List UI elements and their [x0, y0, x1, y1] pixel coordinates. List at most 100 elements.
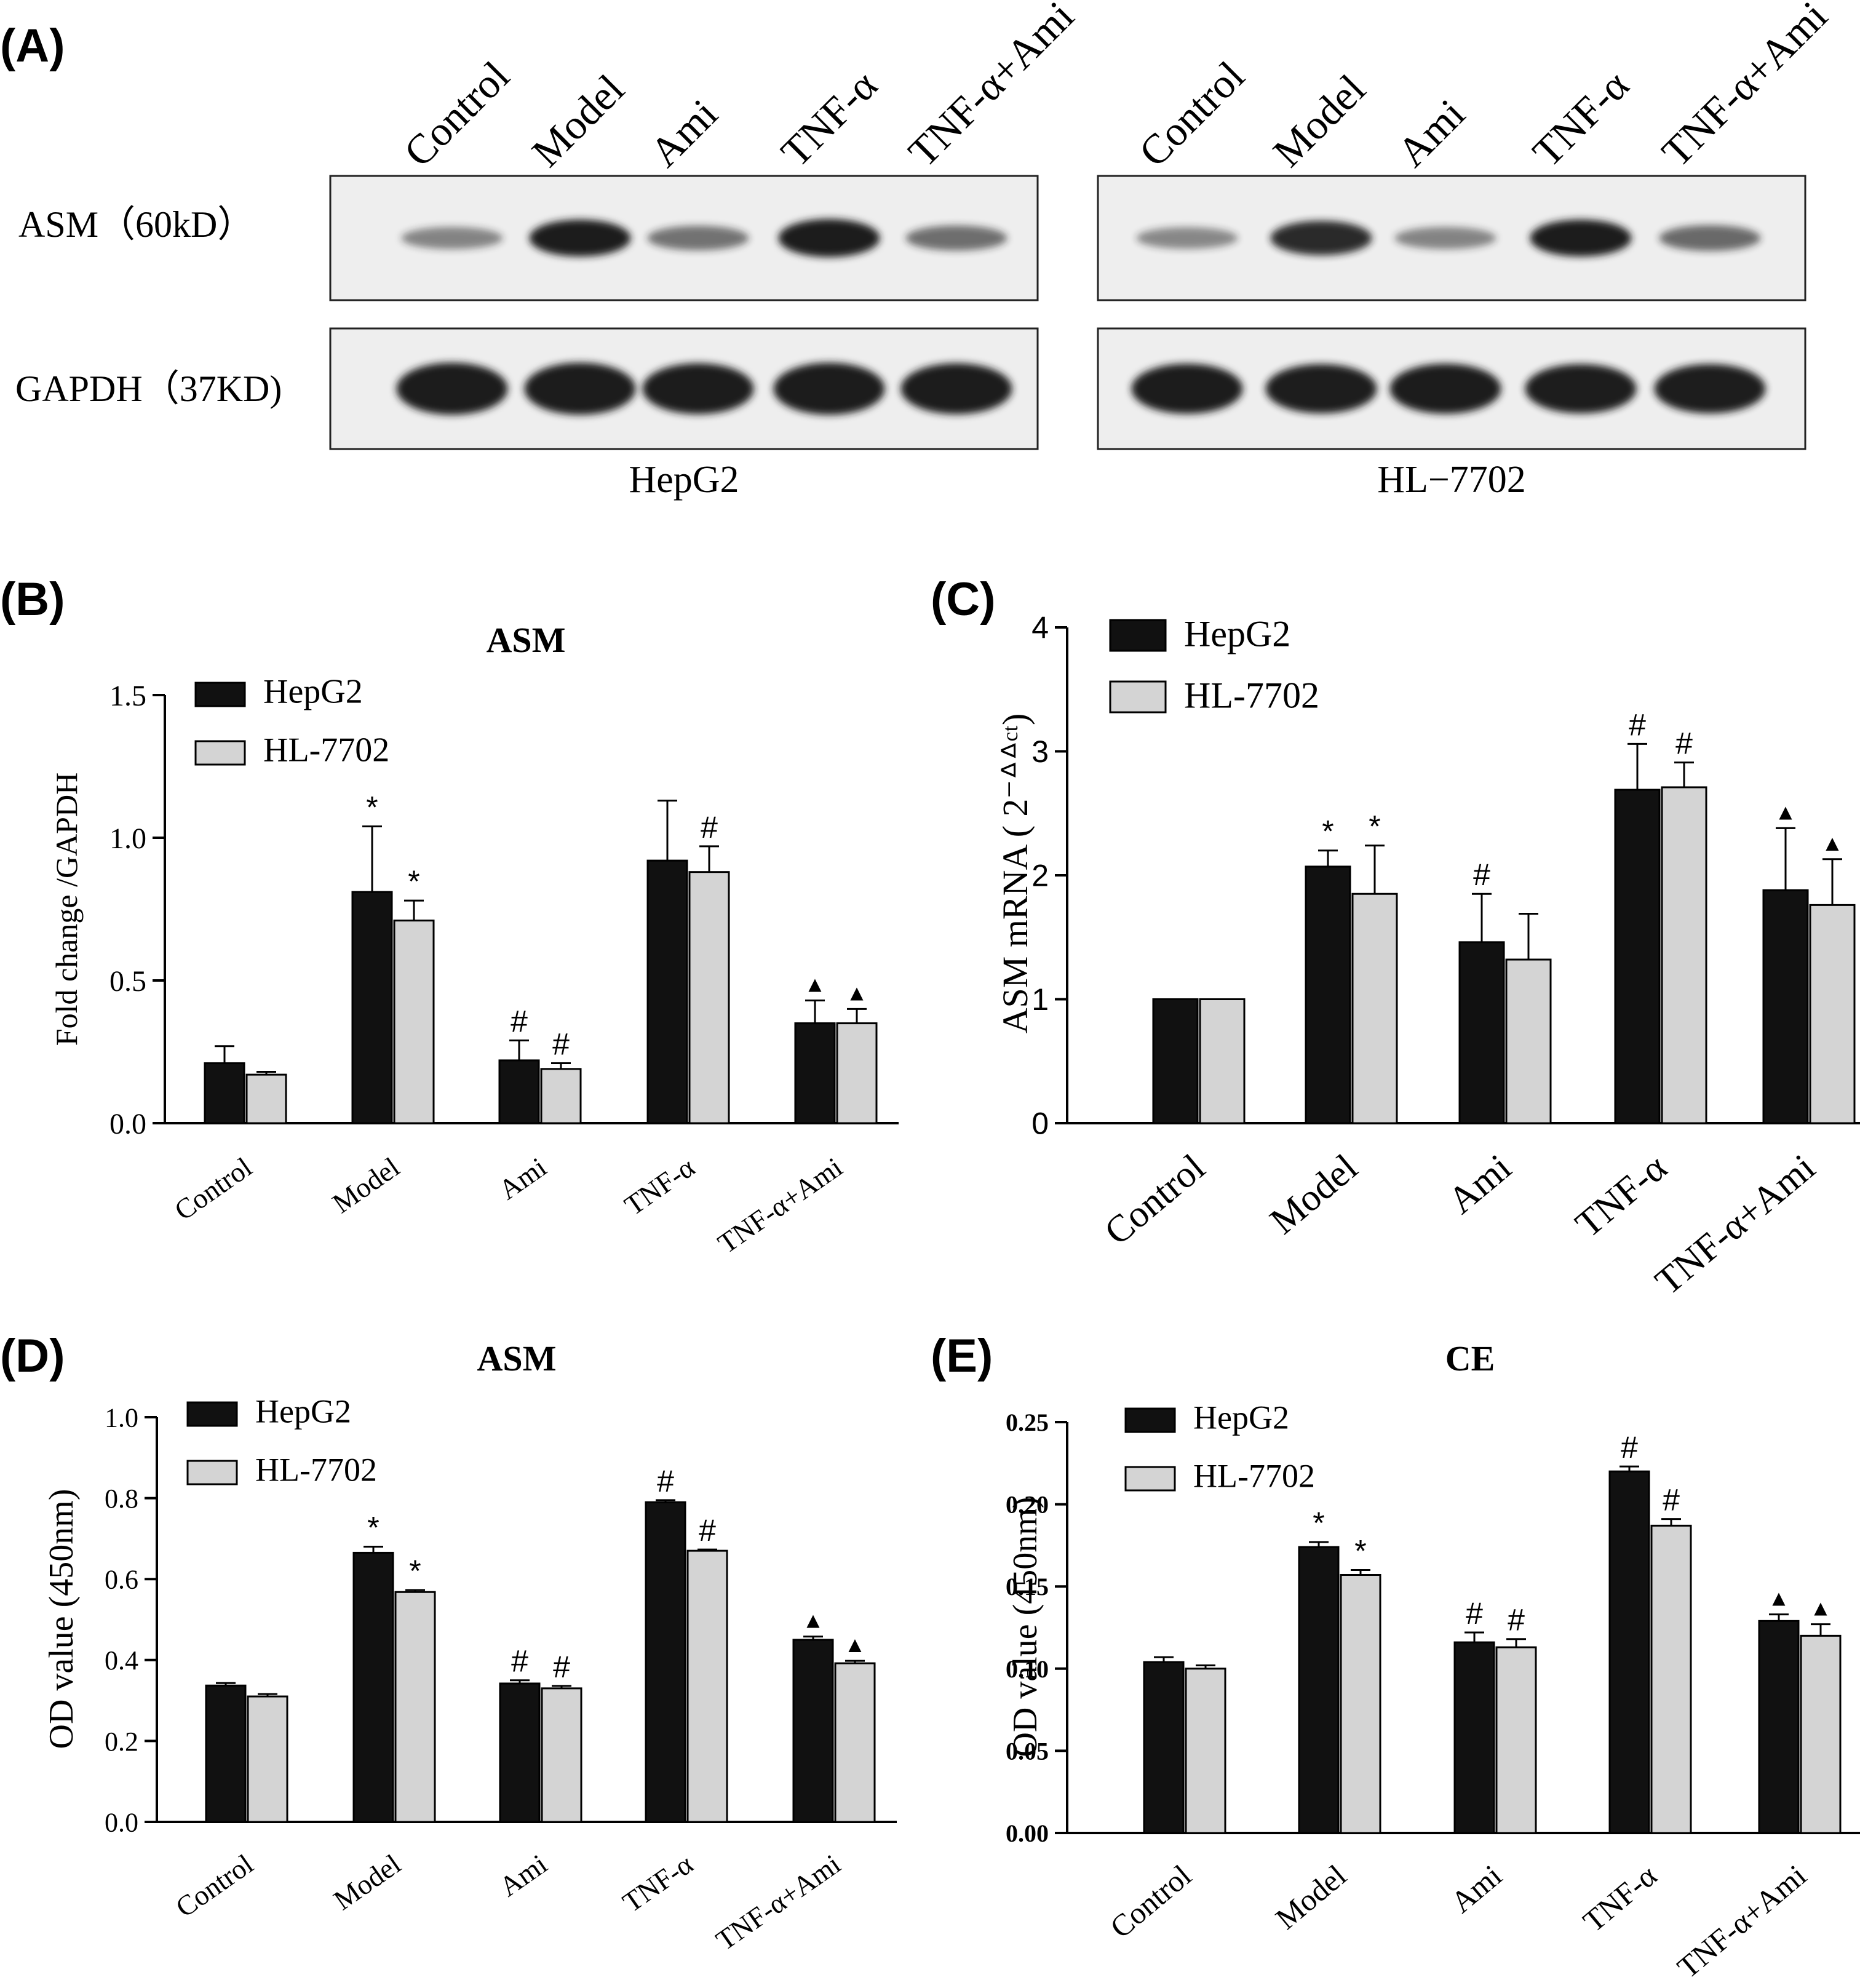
y-tick-label: 0.20	[1006, 1491, 1049, 1519]
significance-mark: *	[367, 1511, 379, 1545]
significance-mark: #	[1629, 707, 1646, 742]
bar-hl7702	[1650, 1524, 1692, 1834]
panel-label: (D)	[0, 1330, 65, 1382]
blot-band-gapdh	[1654, 364, 1766, 414]
legend-label: HL-7702	[1193, 1457, 1315, 1494]
blot-cell-line-label: HepG2	[629, 459, 739, 501]
bar-hepg2	[351, 891, 393, 1124]
bar-hepg2	[792, 1639, 834, 1823]
significance-mark: ▲	[802, 1608, 824, 1633]
chart-panel-e: (E) CE 0.00 0.05 0.10 0.15 0.20 0.25 OD value (4…	[931, 1330, 1860, 1985]
blot-band-gapdh	[900, 363, 1012, 415]
x-category-label: Control	[169, 1151, 257, 1226]
legend-swatch	[186, 1460, 238, 1485]
y-tick-label: 1.5	[109, 680, 146, 712]
legend-label: HL-7702	[263, 731, 389, 769]
significance-mark: ▲	[1768, 1586, 1790, 1611]
significance-mark: #	[1473, 857, 1490, 892]
y-tick-label: 1	[1031, 982, 1049, 1017]
blot-band-asm	[778, 219, 880, 257]
blot-lane-label: TNF-α	[1524, 62, 1638, 176]
blot-band-asm	[647, 226, 749, 250]
blot-lane-label: Ami	[1388, 90, 1474, 175]
significance-mark: ▲	[1821, 830, 1843, 856]
bar-hepg2	[1143, 1661, 1185, 1834]
y-tick-label: 0.25	[1006, 1409, 1049, 1436]
x-category-label: Ami	[1444, 1858, 1508, 1920]
y-tick-label: 1.0	[109, 822, 146, 855]
bar-hl7702	[1351, 893, 1398, 1124]
significance-mark: *	[1354, 1533, 1366, 1568]
chart-title: CE	[1445, 1338, 1495, 1378]
significance-mark: *	[1369, 809, 1380, 844]
significance-mark: #	[552, 1027, 570, 1062]
panel-label: (E)	[931, 1330, 993, 1382]
bar-hl7702	[1199, 998, 1246, 1124]
significance-mark: #	[657, 1464, 674, 1498]
chart-panel-b: (B) ASM 0.0 0.5 1.0 1.5 Fold change /GAPDH * # ▲ *…	[0, 573, 899, 1259]
blot-band-asm	[529, 220, 631, 256]
y-tick-label: 3	[1031, 734, 1049, 769]
y-axis-label: OD value (450nm)	[42, 1489, 81, 1749]
blot-band-gapdh	[1389, 364, 1501, 414]
bar-hl7702	[834, 1662, 876, 1823]
significance-mark: #	[511, 1644, 528, 1679]
bar-hepg2	[1305, 865, 1351, 1124]
y-tick-label: 1.0	[105, 1402, 138, 1433]
y-tick-label: 0.2	[105, 1727, 138, 1757]
significance-mark: *	[408, 864, 419, 899]
x-category-label: TNF-α+Ami	[710, 1848, 846, 1956]
bar-hl7702	[688, 871, 730, 1124]
blot-cell-line-label: HL−7702	[1377, 459, 1526, 501]
blot-lane-label: TNF-α	[772, 62, 886, 176]
significance-mark: *	[409, 1554, 421, 1588]
bar-hl7702	[1340, 1573, 1381, 1834]
bar-hepg2	[1458, 941, 1505, 1124]
x-category-label: Model	[328, 1848, 407, 1916]
bar-hl7702	[1505, 958, 1552, 1124]
bar-hl7702	[1809, 904, 1856, 1124]
significance-mark: ▲	[844, 1632, 866, 1657]
legend-swatch	[1124, 1407, 1176, 1433]
blot-band-asm	[401, 227, 503, 249]
legend-swatch	[1124, 1466, 1176, 1492]
y-tick-label: 0	[1031, 1107, 1049, 1141]
blot-1: Control Model Ami TNF-α TNF-α+Ami HL−7702	[1097, 0, 1836, 501]
significance-mark: #	[701, 810, 718, 845]
bar-hepg2	[204, 1062, 245, 1124]
blot-band-gapdh	[1131, 364, 1243, 414]
blot-lane-label: Control	[395, 52, 519, 176]
blot-lane-label: TNF-α+Ami	[1653, 0, 1836, 176]
significance-mark: ▲	[846, 980, 868, 1005]
y-tick-label: 0.6	[105, 1565, 138, 1595]
blot-row-label-gapdh: GAPDH（37KD)	[15, 368, 282, 409]
significance-mark: *	[1322, 814, 1333, 849]
blot-band-asm	[905, 225, 1008, 251]
blot-band-asm	[1394, 227, 1496, 249]
significance-mark: ▲	[1775, 799, 1797, 824]
significance-mark: #	[553, 1650, 570, 1684]
x-category-label: Control	[1097, 1147, 1213, 1254]
bar-hepg2	[1453, 1641, 1495, 1834]
blot-band-gapdh	[773, 362, 885, 415]
legend-swatch	[1109, 680, 1167, 714]
bar-hepg2	[1152, 998, 1199, 1124]
blot-band-gapdh	[1265, 364, 1377, 414]
significance-mark: #	[699, 1513, 716, 1548]
x-category-label: TNF-α+Ami	[712, 1151, 848, 1259]
significance-mark: *	[1313, 1506, 1324, 1540]
significance-mark: #	[1675, 726, 1693, 761]
legend-label: HL-7702	[1184, 675, 1319, 716]
bar-hl7702	[686, 1549, 728, 1823]
y-tick-label: 0.05	[1006, 1737, 1049, 1765]
legend-label: HepG2	[1193, 1399, 1289, 1436]
blot-band-gapdh	[642, 363, 754, 415]
legend-label: HepG2	[255, 1393, 351, 1429]
bar-hepg2	[1614, 789, 1661, 1124]
bar-hepg2	[645, 1501, 686, 1823]
y-tick-label: 0.8	[105, 1484, 138, 1514]
chart-panel-c: (C) 0 1 2 3 4 ASM mRNA ( 2⁻ᐞᐞᶜᵗ) * # # ▲ * # ▲ Control…	[931, 573, 1860, 1303]
panel-label: (B)	[0, 573, 65, 626]
x-category-label: TNF-α	[617, 1848, 699, 1918]
bar-hl7702	[1495, 1646, 1537, 1834]
